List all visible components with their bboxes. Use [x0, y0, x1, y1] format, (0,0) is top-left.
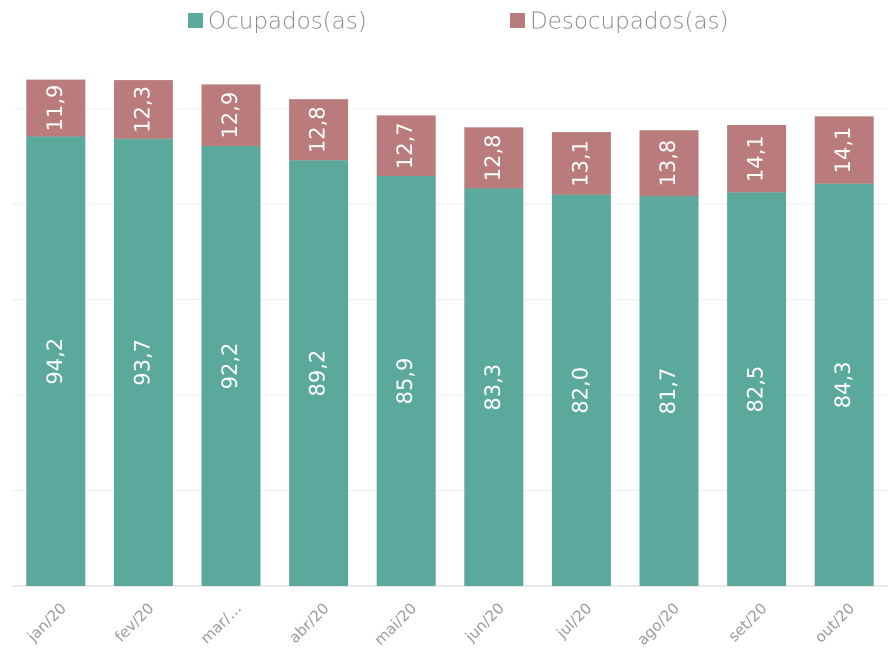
- value-label: 12,7: [393, 122, 417, 169]
- legend-swatch: [188, 13, 203, 28]
- bar-segment: [289, 160, 349, 587]
- bar-segment: [113, 138, 173, 586]
- value-label: 84,3: [831, 361, 855, 408]
- value-label: 89,2: [306, 350, 330, 397]
- bar-segment: [727, 124, 787, 193]
- x-tick-label: mai/20: [371, 599, 421, 649]
- value-label: 12,3: [130, 86, 154, 133]
- value-label: 13,1: [568, 140, 592, 187]
- bar-segment: [376, 176, 436, 587]
- value-label: 81,7: [656, 368, 680, 415]
- bar-segment: [289, 99, 349, 161]
- bar-segment: [464, 188, 524, 586]
- bar-segment: [26, 79, 86, 137]
- bar-segment: [551, 194, 611, 587]
- bar-segment: [201, 145, 261, 587]
- x-tick-label: ago/20: [633, 599, 683, 649]
- value-label: 82,0: [568, 367, 592, 414]
- legend-label: Ocupados(as): [208, 9, 367, 35]
- value-label: 12,9: [218, 92, 242, 139]
- x-tick-label: jul/20: [552, 599, 595, 642]
- value-label: 13,8: [656, 140, 680, 187]
- x-tick-label: abr/20: [285, 599, 332, 646]
- x-tick-label: jun/20: [461, 599, 508, 646]
- value-label: 83,3: [481, 364, 505, 411]
- bar-segment: [551, 132, 611, 195]
- x-tick-label: set/20: [725, 599, 771, 645]
- x-tick-label: out/20: [811, 599, 858, 646]
- bar-segment: [26, 136, 86, 586]
- bar-segment: [727, 192, 787, 586]
- value-label: 12,8: [481, 135, 505, 182]
- value-label: 94,2: [43, 338, 67, 385]
- bar-segment: [464, 127, 524, 189]
- x-tick-label: fev/20: [111, 599, 157, 645]
- bar-segment: [113, 80, 173, 139]
- value-label: 12,8: [306, 106, 330, 153]
- x-tick-label: jan/20: [23, 599, 70, 646]
- value-label: 14,1: [831, 127, 855, 174]
- value-label: 93,7: [130, 339, 154, 386]
- bar-segment: [814, 183, 874, 586]
- value-label: 85,9: [393, 358, 417, 405]
- value-label: 11,9: [43, 85, 67, 132]
- value-label: 14,1: [744, 135, 768, 182]
- legend-swatch: [510, 13, 525, 28]
- bar-segment: [376, 115, 436, 177]
- value-label: 82,5: [744, 366, 768, 413]
- bar-segment: [639, 196, 699, 586]
- bar-segment: [814, 116, 874, 184]
- value-label: 92,2: [218, 343, 242, 390]
- bar-segment: [639, 130, 699, 197]
- x-tick-label: mar/…: [197, 599, 245, 647]
- legend-label: Desocupados(as): [530, 9, 729, 35]
- bar-segment: [201, 84, 261, 146]
